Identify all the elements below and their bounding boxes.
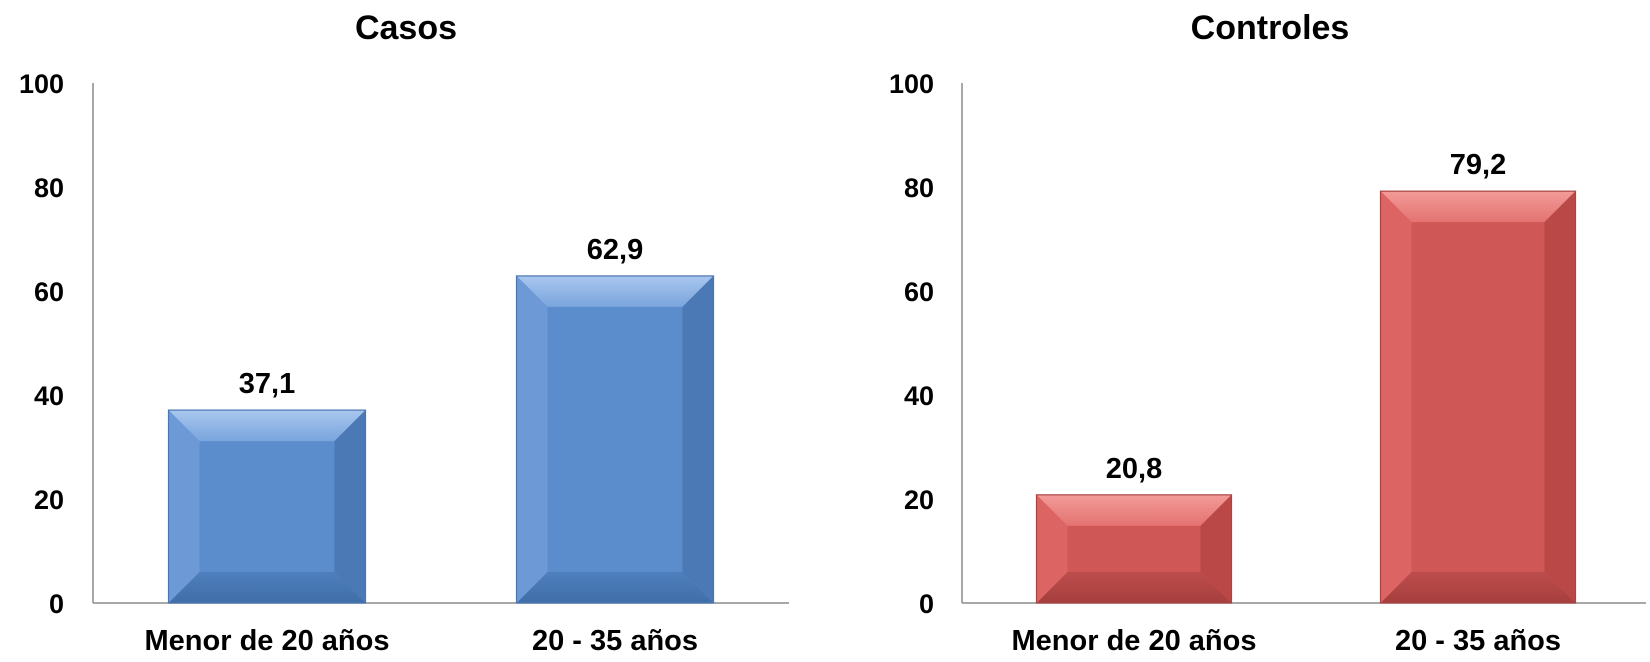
bars bbox=[167, 275, 715, 604]
data-labels: 37,1 62,9 bbox=[239, 234, 643, 400]
y-tick-label: 0 bbox=[919, 589, 934, 619]
chart-panel-casos: Casos 0 20 40 60 80 100 37,1 62,9 Menor de 20 … bbox=[19, 9, 789, 657]
data-label: 79,2 bbox=[1450, 149, 1506, 181]
y-tick-label: 0 bbox=[49, 589, 64, 619]
y-tick-label: 100 bbox=[889, 69, 934, 99]
chart-title: Casos bbox=[355, 9, 457, 47]
bars bbox=[1035, 190, 1577, 604]
y-tick-label: 20 bbox=[34, 485, 64, 515]
y-tick-label: 40 bbox=[904, 381, 934, 411]
x-tick-label: Menor de 20 años bbox=[1012, 625, 1257, 657]
data-label: 20,8 bbox=[1106, 453, 1162, 485]
y-tick-label: 20 bbox=[904, 485, 934, 515]
y-tick-label: 100 bbox=[19, 69, 64, 99]
bar bbox=[1379, 190, 1577, 604]
y-tick-label: 60 bbox=[34, 277, 64, 307]
data-label: 62,9 bbox=[587, 234, 643, 266]
data-label: 37,1 bbox=[239, 368, 295, 400]
y-tick-label: 80 bbox=[904, 173, 934, 203]
bar bbox=[1035, 494, 1233, 604]
x-tick-label: 20 - 35 años bbox=[1395, 625, 1561, 657]
y-tick-label: 40 bbox=[34, 381, 64, 411]
bar bbox=[515, 275, 715, 604]
chart-panel-controles: Controles 0 20 40 60 80 100 20,8 79,2 Menor de… bbox=[889, 9, 1646, 657]
y-tick-label: 80 bbox=[34, 173, 64, 203]
y-tick-label: 60 bbox=[904, 277, 934, 307]
chart-title: Controles bbox=[1191, 9, 1350, 47]
data-labels: 20,8 79,2 bbox=[1106, 149, 1506, 485]
x-tick-label: Menor de 20 años bbox=[145, 625, 390, 657]
y-axis: 0 20 40 60 80 100 bbox=[19, 69, 64, 619]
x-tick-label: 20 - 35 años bbox=[532, 625, 698, 657]
y-axis: 0 20 40 60 80 100 bbox=[889, 69, 934, 619]
bar bbox=[167, 409, 367, 604]
